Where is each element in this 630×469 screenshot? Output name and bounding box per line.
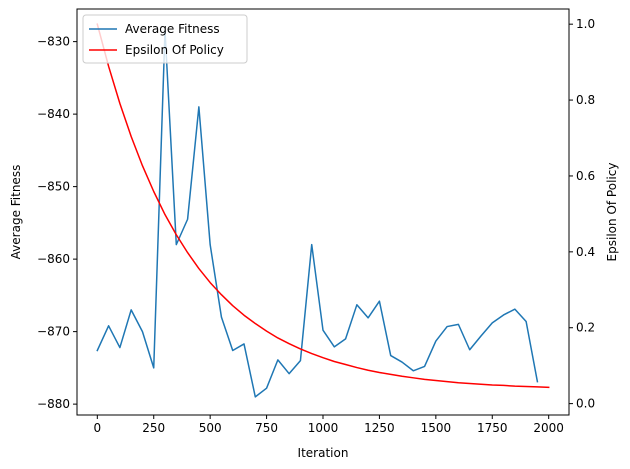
series-line-epsilon-of-policy [96,23,550,389]
y-left-tick-label: −880 [37,397,70,411]
y-axis-left: −880 −870 −860 −850 −840 −830 [37,35,77,411]
legend-label-average-fitness: Average Fitness [125,22,220,36]
y-axis-right: 0.0 0.2 0.4 0.6 0.8 1.0 [569,17,595,411]
y-axis-right-label: Epsilon Of Policy [605,163,619,262]
plot-frame [76,8,570,416]
plot-lines [96,23,550,398]
x-tick-label: 1500 [421,421,452,435]
y-left-tick-label: −860 [37,252,70,266]
x-tick-label: 1000 [308,421,339,435]
y-left-tick-label: −840 [37,107,70,121]
y-axis-left-label: Average Fitness [9,165,23,260]
x-tick-label: 250 [142,421,165,435]
x-tick-label: 0 [93,421,101,435]
y-left-tick-label: −850 [37,180,70,194]
y-left-tick-label: −870 [37,325,70,339]
y-right-tick-label: 0.4 [576,245,595,259]
x-tick-label: 750 [255,421,278,435]
y-right-tick-label: 0.2 [576,321,595,335]
y-right-tick-label: 0.6 [576,169,595,183]
y-right-tick-label: 1.0 [576,17,595,31]
x-tick-label: 500 [199,421,222,435]
x-tick-label: 1750 [477,421,508,435]
legend-label-epsilon-of-policy: Epsilon Of Policy [125,43,224,57]
series-line-average-fitness [96,30,539,398]
x-axis: 0 250 500 750 1000 1250 1500 1750 2000 [93,415,564,435]
x-tick-label: 1250 [364,421,395,435]
y-right-tick-label: 0.0 [576,397,595,411]
y-right-tick-label: 0.8 [576,93,595,107]
legend: Average Fitness Epsilon Of Policy [82,14,248,64]
legend-box [82,14,248,64]
x-tick-label: 2000 [533,421,564,435]
y-left-tick-label: −830 [37,35,70,49]
x-axis-label: Iteration [298,446,349,460]
